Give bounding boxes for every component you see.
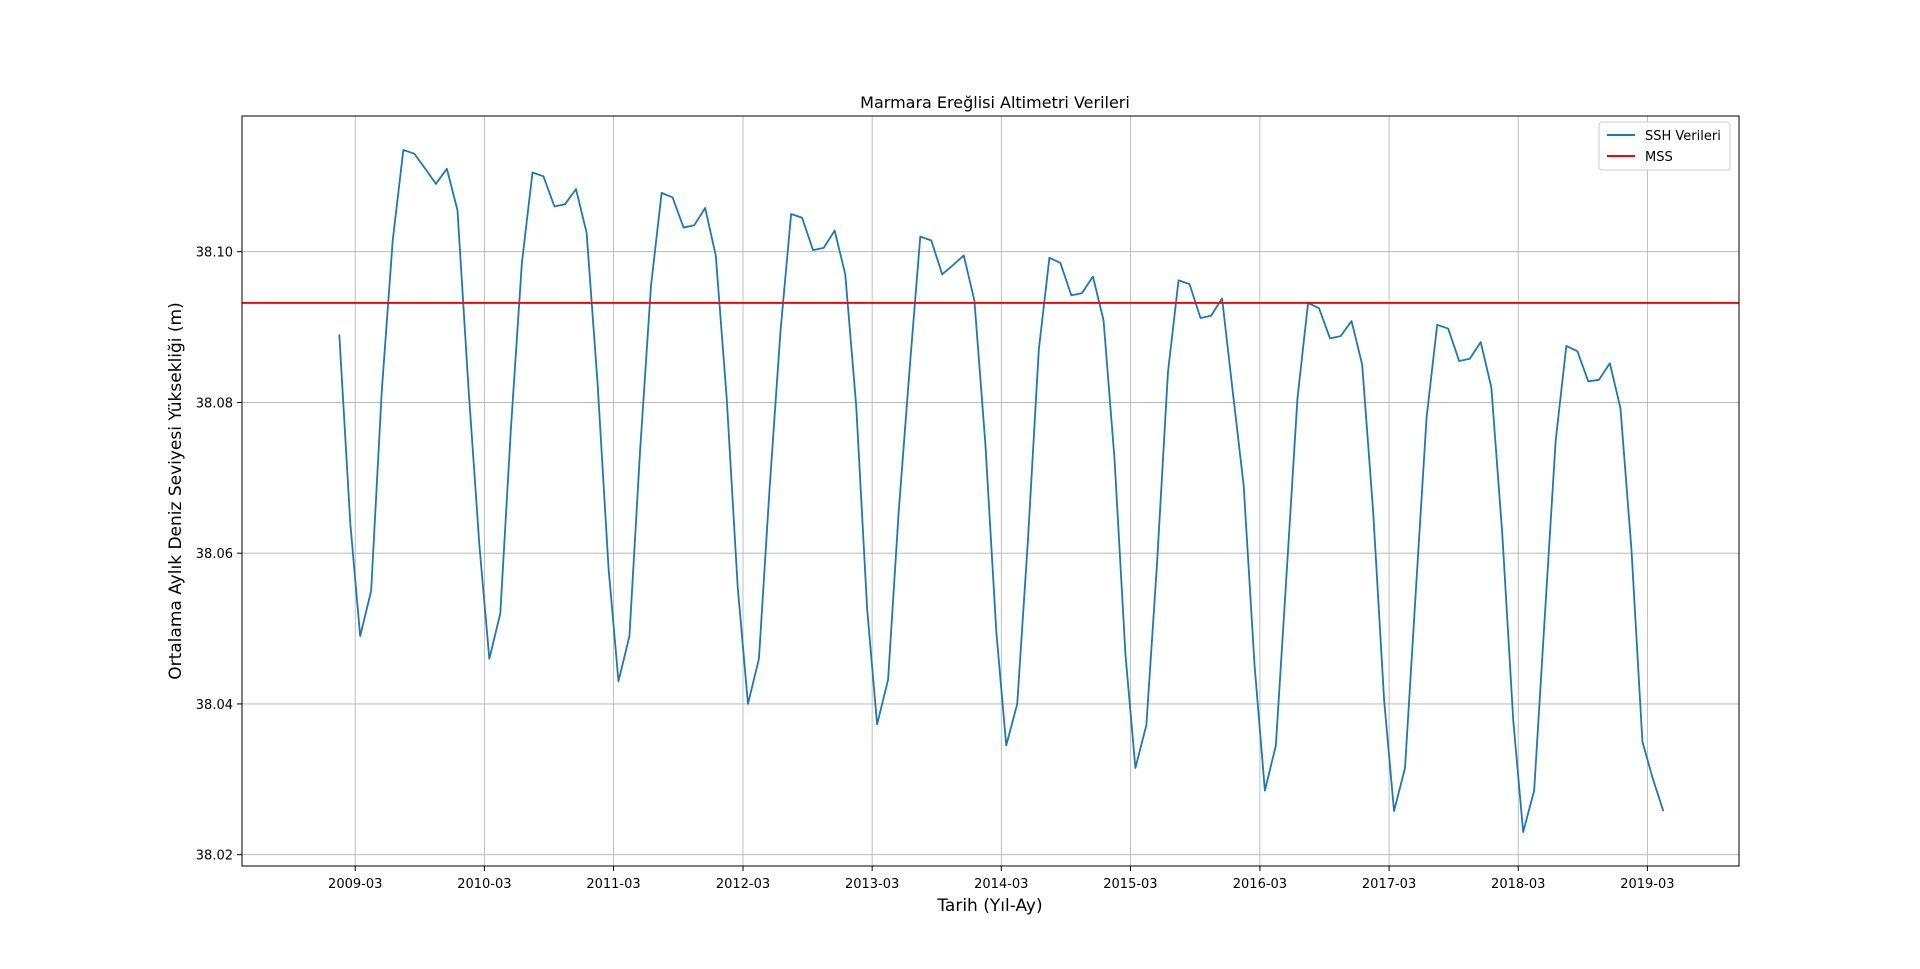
y-tick-label: 38.06 [196, 547, 233, 562]
y-gridlines [242, 251, 1739, 856]
y-tick-label: 38.02 [196, 849, 233, 864]
series-layer [242, 149, 1739, 833]
x-tick-label: 2017-03 [1362, 877, 1416, 892]
x-tick-label: 2014-03 [974, 877, 1028, 892]
y-axis-ticks: 38.02 38.04 38.06 38.08 38.10 [196, 246, 242, 864]
y-tick-label: 38.04 [196, 698, 233, 713]
chart-title: Marmara Ereğlisi Altimetri Verileri [860, 93, 1130, 112]
x-tick-label: 2011-03 [586, 877, 640, 892]
legend-label-mss: MSS [1645, 150, 1673, 165]
x-axis-ticks: 2009-03 2010-03 2011-03 2012-03 2013-03 2014-… [328, 866, 1675, 892]
series-line-ssh [338, 149, 1665, 833]
x-tick-label: 2018-03 [1491, 877, 1545, 892]
x-tick-label: 2012-03 [716, 877, 770, 892]
y-tick-label: 38.10 [196, 246, 233, 261]
y-tick-label: 38.08 [196, 396, 233, 411]
x-tick-label: 2016-03 [1233, 877, 1287, 892]
x-gridlines [354, 116, 1648, 866]
x-axis-label: Tarih (Yıl-Ay) [936, 896, 1042, 916]
x-tick-label: 2019-03 [1620, 877, 1674, 892]
plot-frame [241, 115, 1740, 867]
x-tick-label: 2010-03 [457, 877, 511, 892]
x-tick-label: 2009-03 [328, 877, 382, 892]
y-axis-label: Ortalama Aylık Deniz Seviyesi Yüksekliği… [166, 302, 186, 680]
x-tick-label: 2015-03 [1103, 877, 1157, 892]
x-tick-label: 2013-03 [845, 877, 899, 892]
legend: SSH Verileri MSS [1598, 121, 1731, 171]
legend-label-ssh: SSH Verileri [1645, 129, 1721, 144]
